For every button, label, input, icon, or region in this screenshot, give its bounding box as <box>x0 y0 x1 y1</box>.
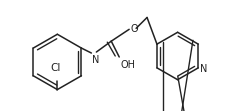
Text: N: N <box>92 55 99 64</box>
Text: Cl: Cl <box>50 62 60 72</box>
Text: O: O <box>130 24 137 34</box>
Text: N: N <box>199 63 207 73</box>
Text: OH: OH <box>120 59 135 69</box>
